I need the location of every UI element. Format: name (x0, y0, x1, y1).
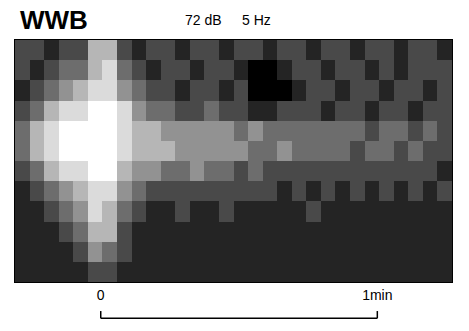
svg-text:72 dB: 72 dB (185, 12, 222, 28)
svg-text:1min: 1min (362, 287, 392, 303)
svg-text:WWB: WWB (20, 5, 88, 35)
svg-text:0: 0 (97, 287, 105, 303)
svg-text:5 Hz: 5 Hz (242, 12, 271, 28)
